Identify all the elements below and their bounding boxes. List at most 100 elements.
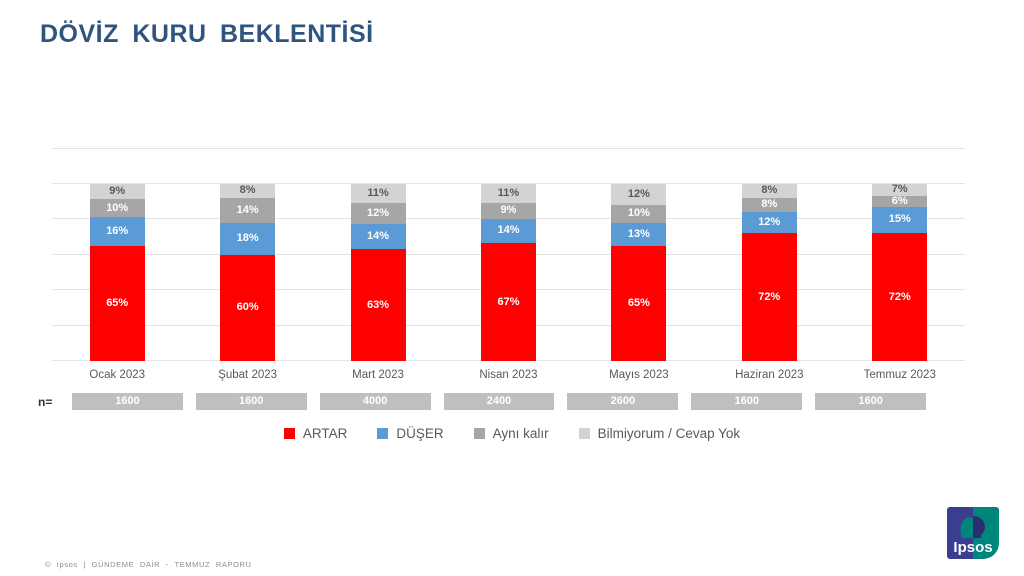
bar-segment: 13% [611,222,667,246]
segment-value-label: 18% [236,232,259,245]
stacked-bar-nisan-2023: 11% 9% 14% 67% [480,183,536,361]
gridline-120 [52,148,965,149]
bar-segment: 72% [872,233,928,361]
segment-value-label: 14% [497,224,520,237]
bar-column-4: 11% 9% 14% 67% [443,148,573,361]
legend-swatch-icon [283,428,295,439]
segment-value-label: 65% [106,296,129,309]
legend: ARTAR DÜŞER Aynı kalır Bilmiyorum / Cevap Y… [0,426,1024,441]
bar-segment: 8% [741,183,797,198]
legend-item-bilmiyorum-cevap-yok: Bilmiyorum / Cevap Yok [578,426,741,441]
page-title: DÖVİZ KURU BEKLENTİSİ [40,20,374,48]
bar-column-1: 9% 10% 16% 65% [52,148,182,361]
segment-value-label: 7% [891,183,908,196]
segment-value-label: 8% [761,198,778,211]
bar-segment: 9% [480,202,536,219]
segment-value-label: 14% [236,203,259,216]
logo-wordmark: Ipsos [953,539,992,556]
bar-segment: 8% [220,183,276,198]
bar-segment: 12% [350,203,406,225]
legend-item-artar: ARTAR [283,426,348,441]
bar-segment: 60% [220,254,276,361]
segment-value-label: 14% [367,230,390,243]
bar-segment: 11% [350,183,406,204]
bar-segment: 72% [741,233,797,361]
bar-segment: 6% [872,194,928,207]
segment-value-label: 15% [888,213,911,226]
logo-face-right [973,516,985,538]
sample-size-cell: 1600 [815,393,927,410]
bar-column-5: 12% 10% 13% 65% [574,148,704,361]
legend-label: Bilmiyorum / Cevap Yok [597,426,741,441]
segment-value-label: 12% [627,187,650,200]
bar-segment: 18% [220,222,276,255]
legend-swatch-icon [473,428,485,439]
sample-size-cell: 1600 [72,393,183,410]
segment-value-label: 67% [497,295,520,308]
bar-segment: 15% [872,206,928,234]
x-axis-label: Haziran 2023 [735,369,804,381]
legend-label: Aynı kalır [492,426,549,441]
bar-segment: 11% [480,183,536,203]
legend-item-ayn-kal-r: Aynı kalır [473,426,549,441]
legend-swatch-icon [377,428,389,439]
bar-column-6: 8% 8% 12% 72% [704,148,834,361]
legend-item-d-er: DÜŞER [377,426,444,441]
ipsos-logo: Ipsos [947,507,999,559]
sample-size-cell: 2400 [443,393,555,410]
stacked-bar-ocak-2023: 9% 10% 16% 65% [89,183,145,361]
segment-value-label: 10% [106,201,129,214]
ipsos-logo-graphic: Ipsos [947,507,999,559]
bar-segment: 63% [350,249,406,361]
sample-size-cell: 1600 [195,393,307,410]
sample-size-cell: 1600 [691,393,803,410]
segment-value-label: 8% [239,184,256,197]
segment-value-label: 11% [497,186,520,199]
sample-size-row: 1600 1600 4000 2400 2600 1600 1600 [72,393,927,410]
stacked-bar-şubat-2023: 8% 14% 18% 60% [220,183,276,361]
bar-segment: 14% [480,218,536,244]
sample-size-cell: 2600 [567,393,679,410]
segment-value-label: 65% [627,296,650,309]
bar-segment: 14% [220,197,276,223]
segment-value-label: 16% [106,224,129,237]
bar-segment: 8% [741,197,797,212]
bar-segment: 12% [741,211,797,234]
stacked-bar-haziran-2023: 8% 8% 12% 72% [741,183,797,361]
bar-column-7: 7% 6% 15% 72% [835,148,965,361]
x-axis-label: Mayıs 2023 [609,369,669,381]
x-axis-label: Nisan 2023 [479,369,538,381]
bar-segment: 65% [611,245,667,361]
stacked-bar-mayıs-2023: 12% 10% 13% 65% [611,183,667,361]
stacked-bar-mart-2023: 11% 12% 14% 63% [350,183,406,361]
legend-label: ARTAR [302,426,348,441]
bar-series-container: 9% 10% 16% 65% 8% 14% 18% 60% 11% 12% 14% 63% 11% 9% 1… [52,148,965,361]
segment-value-label: 12% [367,207,390,220]
segment-value-label: 12% [758,216,781,229]
footer-text: © Ipsos | GÜNDEME DAİR - TEMMUZ RAPORU [45,560,252,569]
segment-value-label: 6% [891,194,908,207]
bar-column-2: 8% 14% 18% 60% [182,148,312,361]
segment-value-label: 72% [758,290,781,303]
x-axis-label: Şubat 2023 [218,369,278,381]
bar-segment: 10% [611,204,667,223]
segment-value-label: 11% [367,186,389,199]
legend-swatch-icon [578,428,590,439]
segment-value-label: 9% [500,204,517,217]
segment-value-label: 63% [367,298,390,311]
segment-value-label: 8% [761,184,778,197]
segment-value-label: 60% [236,301,259,314]
bar-segment: 9% [89,183,145,200]
x-axis-label: Mart 2023 [352,369,404,381]
bar-segment: 65% [89,245,145,361]
logo-face-left [960,517,976,538]
bar-segment: 16% [89,217,145,246]
bar-segment: 7% [872,183,928,196]
segment-value-label: 9% [109,185,126,197]
legend-label: DÜŞER [396,426,444,441]
gridline-100 [52,182,965,184]
bar-segment: 67% [480,243,536,361]
x-axis-labels: Ocak 2023 Şubat 2023 Mart 2023 Nisan 2023 Ma… [52,369,965,381]
bar-column-3: 11% 12% 14% 63% [313,148,443,361]
